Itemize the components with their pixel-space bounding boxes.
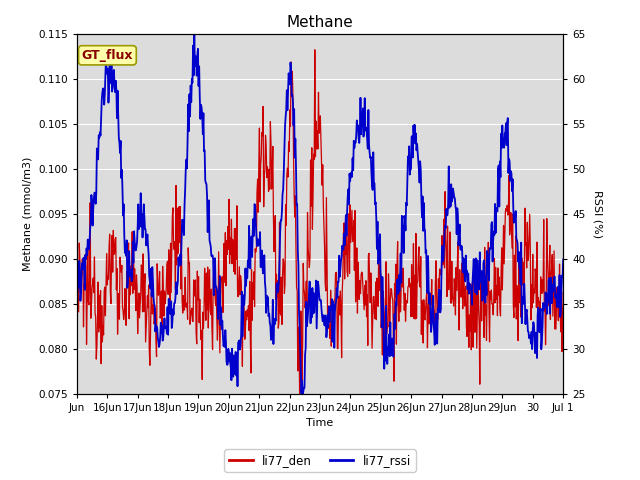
X-axis label: Time: Time [307, 418, 333, 428]
li77_den [103, 251, 111, 257]
li77_rssi [298, 391, 305, 396]
li77_rssi [103, 71, 111, 76]
Legend: li77_den, li77_rssi: li77_den, li77_rssi [224, 449, 416, 472]
li77_rssi [73, 300, 81, 305]
Text: GT_flux: GT_flux [82, 49, 133, 62]
li77_den [73, 302, 81, 308]
Y-axis label: Methane (mmol/m3): Methane (mmol/m3) [22, 156, 33, 271]
li77_rssi [493, 208, 500, 214]
li77_rssi [356, 95, 364, 101]
li77_rssi [559, 257, 567, 263]
li77_den [369, 294, 377, 300]
Line: li77_rssi: li77_rssi [77, 34, 563, 394]
li77_den [559, 289, 567, 295]
Title: Methane: Methane [287, 15, 353, 30]
li77_den [296, 391, 303, 396]
li77_rssi [369, 149, 377, 155]
li77_den [443, 294, 451, 300]
Line: li77_den: li77_den [77, 50, 563, 394]
Y-axis label: RSSI (%): RSSI (%) [592, 190, 602, 238]
li77_rssi [384, 345, 392, 350]
li77_rssi [191, 31, 198, 36]
li77_den [311, 47, 319, 53]
li77_den [356, 291, 364, 297]
li77_rssi [443, 213, 451, 218]
li77_den [384, 324, 392, 330]
li77_den [493, 283, 500, 288]
